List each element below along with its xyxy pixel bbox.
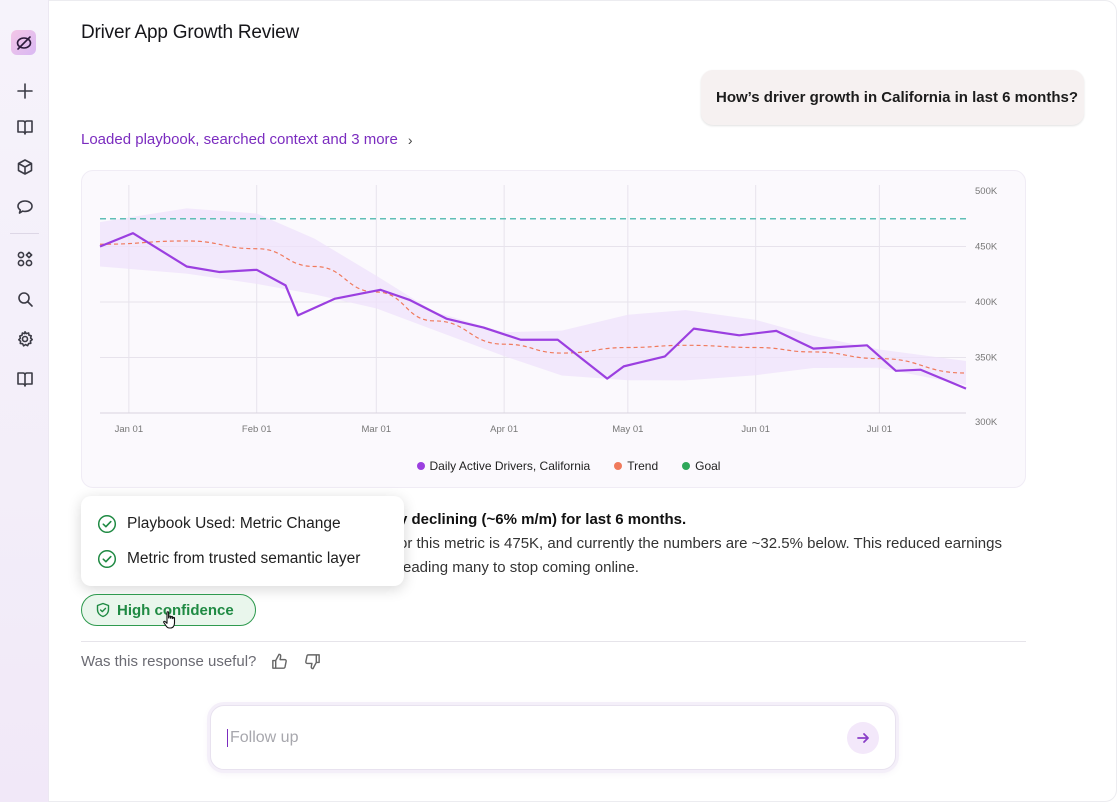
- y-tick-label: 350K: [975, 353, 998, 364]
- thumbs-down-icon[interactable]: [303, 652, 322, 671]
- cube-icon: [17, 159, 33, 175]
- docs-button[interactable]: [12, 366, 38, 392]
- chevron-right-icon: ›: [407, 131, 413, 148]
- followup-box: [210, 705, 896, 770]
- answer-line: or this metric is 475K, and currently th…: [399, 535, 1002, 552]
- search-icon: [18, 292, 33, 307]
- y-tick-label: 300K: [975, 417, 998, 428]
- app-logo[interactable]: [11, 30, 36, 55]
- new-chat-button[interactable]: [12, 78, 38, 104]
- popover-item-label: Metric from trusted semantic layer: [127, 549, 361, 567]
- chart-legend: Daily Active Drivers, California Trend G…: [82, 459, 1025, 473]
- chat-bubble-icon: [17, 200, 33, 214]
- gear-icon: [18, 331, 33, 347]
- feedback-divider: [81, 641, 1026, 642]
- confidence-badge[interactable]: High confidence: [81, 594, 256, 626]
- y-tick-label: 400K: [975, 297, 998, 308]
- legend-dot: [682, 462, 691, 470]
- arrow-right-icon: [857, 733, 869, 743]
- book-open-icon: [17, 372, 33, 387]
- x-tick-label: Apr 01: [490, 424, 518, 435]
- x-tick-label: Jan 01: [115, 424, 144, 435]
- popover-item-label: Playbook Used: Metric Change: [127, 514, 341, 532]
- legend-dot: [614, 462, 623, 470]
- answer-headline: y declining (~6% m/m) for last 6 months.: [399, 511, 687, 528]
- feedback-prompt: Was this response useful?: [81, 653, 257, 670]
- legend-label: Trend: [627, 459, 659, 473]
- trend-line: [99, 240, 967, 374]
- x-tick-label: Mar 01: [362, 424, 392, 435]
- steps-label: Loaded playbook, searched context and 3 …: [81, 131, 398, 148]
- popover-item: Playbook Used: Metric Change: [97, 506, 388, 541]
- sidebar: [0, 0, 49, 802]
- send-button[interactable]: [847, 722, 879, 754]
- confidence-label: High confidence: [117, 601, 234, 619]
- assistant-answer: y declining (~6% m/m) for last 6 months.…: [81, 508, 1026, 580]
- hand-cursor-icon: [163, 611, 176, 629]
- popover-item: Metric from trusted semantic layer: [97, 541, 388, 576]
- chats-button[interactable]: [12, 194, 38, 220]
- answer-line: eading many to stop coming online.: [403, 559, 639, 576]
- legend-item-goal[interactable]: Goal: [682, 459, 720, 473]
- user-message-text: How’s driver growth in California in las…: [716, 89, 1078, 106]
- library-button[interactable]: [12, 114, 38, 140]
- grid-icon: [17, 251, 33, 267]
- search-button[interactable]: [12, 286, 38, 312]
- book-icon: [17, 120, 33, 135]
- legend-item-series[interactable]: Daily Active Drivers, California: [416, 459, 591, 473]
- apps-button[interactable]: [12, 246, 38, 272]
- feedback-row: Was this response useful?: [81, 652, 322, 671]
- x-tick-label: May 01: [612, 424, 643, 435]
- check-circle-icon: [97, 514, 117, 533]
- page-title: Driver App Growth Review: [81, 22, 299, 43]
- chart-card: Jan 01 Feb 01 Mar 01 Apr 01 May 01 Jun 01 Jul …: [81, 170, 1026, 488]
- user-message-bubble: How’s driver growth in California in las…: [701, 70, 1084, 125]
- x-tick-label: Feb 01: [242, 424, 272, 435]
- legend-dot: [416, 462, 425, 470]
- plus-icon: [17, 83, 33, 99]
- thumbs-up-icon[interactable]: [270, 652, 289, 671]
- sidebar-divider: [10, 233, 39, 234]
- legend-item-trend[interactable]: Trend: [614, 459, 658, 473]
- shield-check-icon: [96, 602, 110, 618]
- line-chart: Jan 01 Feb 01 Mar 01 Apr 01 May 01 Jun 01 Jul …: [99, 185, 998, 435]
- confidence-band: [100, 208, 966, 386]
- legend-label: Goal: [695, 459, 721, 473]
- y-tick-label: 450K: [975, 242, 998, 253]
- y-tick-label: 500K: [975, 186, 998, 197]
- followup-input[interactable]: [227, 728, 817, 747]
- series-line-daily-active-drivers: [99, 232, 967, 390]
- logo-icon: [16, 35, 31, 50]
- models-button[interactable]: [12, 154, 38, 180]
- settings-button[interactable]: [12, 326, 38, 352]
- confidence-popover: Playbook Used: Metric Change Metric from…: [81, 496, 404, 586]
- check-circle-icon: [97, 549, 117, 568]
- steps-expander[interactable]: Loaded playbook, searched context and 3 …: [81, 131, 413, 148]
- x-tick-label: Jul 01: [867, 424, 892, 435]
- legend-label: Daily Active Drivers, California: [429, 459, 591, 473]
- x-tick-label: Jun 01: [741, 424, 770, 435]
